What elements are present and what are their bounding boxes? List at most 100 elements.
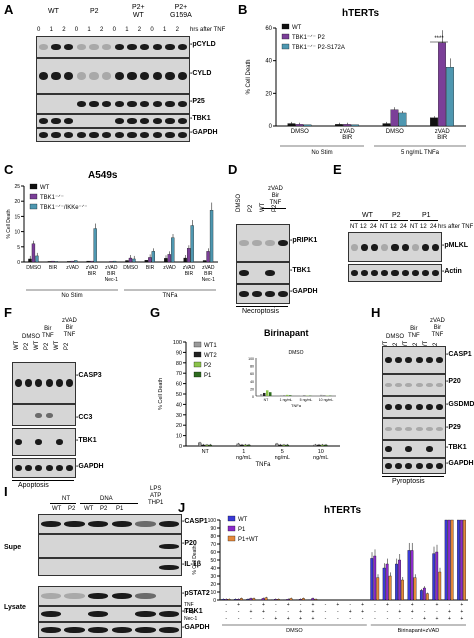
- condition-sign: +: [287, 602, 290, 608]
- band: [381, 243, 389, 251]
- side-label: Supe: [4, 544, 22, 551]
- blot-strip: [382, 418, 446, 440]
- side-label: Lysate: [4, 604, 26, 611]
- x-tick-label: DMSO: [291, 129, 309, 135]
- band: [384, 357, 392, 363]
- group-line: [380, 220, 408, 221]
- y-tick-label: 50: [210, 558, 216, 564]
- bar: [388, 575, 392, 601]
- blot-strip: [382, 396, 446, 418]
- y-tick-label: 60: [210, 550, 216, 556]
- condition-sign: -: [436, 609, 438, 615]
- condition-sign: +: [312, 602, 315, 608]
- lane-label: WT: [84, 506, 94, 512]
- y-tick-label: 40: [176, 402, 182, 408]
- panel-letter-d: D: [228, 162, 238, 177]
- band: [238, 270, 249, 276]
- bar: [335, 124, 343, 127]
- bar: [112, 260, 117, 263]
- group-label: Birinapant+zVAD: [398, 628, 440, 634]
- band: [87, 521, 109, 527]
- band: [114, 118, 125, 124]
- panel-letter-e: E: [333, 162, 342, 177]
- x-tick-label: zVAD: [66, 265, 79, 271]
- treatment-label: Bir TNF: [42, 326, 54, 339]
- bar: [209, 210, 214, 263]
- y-tick-label: 90: [176, 350, 182, 356]
- bar: [298, 599, 302, 601]
- band: [405, 427, 413, 431]
- band: [436, 357, 444, 363]
- bar: [401, 579, 404, 601]
- bar: [74, 260, 78, 263]
- band: [38, 132, 49, 138]
- bar: [463, 519, 466, 601]
- condition-sign: +: [436, 602, 439, 608]
- band: [177, 118, 188, 124]
- band: [63, 44, 74, 50]
- inset-y-tick-label: 100: [248, 357, 254, 361]
- time-row: 0 1 2 0 1 2 0 1 2 0 1 2: [36, 27, 224, 35]
- lane-label: P2: [248, 204, 254, 212]
- band: [66, 465, 74, 471]
- time-tick: 1: [49, 27, 53, 33]
- group-label: P2: [392, 212, 401, 219]
- y-tick-label: 40: [265, 59, 272, 65]
- bar: [376, 577, 380, 601]
- band: [238, 291, 249, 297]
- treatment-label: NT: [62, 496, 70, 502]
- inset-title: DMSO: [289, 350, 304, 356]
- inset-y-tick-label: 0: [252, 395, 254, 399]
- panel-letter-b: B: [238, 2, 248, 17]
- band-label: -CC3: [76, 414, 93, 421]
- inset-x-tick-label: NT: [264, 398, 270, 402]
- legend-swatch: [281, 43, 290, 50]
- band: [165, 132, 175, 138]
- blot-strip: [348, 232, 442, 262]
- band-label: -pSTAT2: [182, 590, 210, 597]
- lane-label: P2: [272, 204, 278, 212]
- group-label: P2+ WT: [132, 4, 145, 19]
- band: [152, 101, 163, 107]
- bar: [125, 260, 129, 263]
- caption-line: [236, 306, 288, 307]
- y-tick-label: 25: [14, 184, 20, 190]
- bar: [295, 124, 304, 127]
- bar: [148, 257, 152, 263]
- band: [432, 270, 440, 276]
- band: [114, 101, 125, 107]
- bar: [240, 444, 244, 447]
- band-label: -CASP3: [76, 372, 102, 379]
- panel-letter-c: C: [4, 162, 14, 177]
- band: [87, 593, 109, 599]
- legend-swatch: [227, 525, 236, 532]
- band: [24, 379, 33, 387]
- y-axis-label: % Cell Death: [6, 209, 12, 238]
- y-tick-label: 60: [176, 382, 182, 388]
- band: [432, 243, 440, 251]
- legend-label: WT2: [204, 353, 217, 359]
- band-label: -Actin: [442, 268, 462, 275]
- band: [89, 44, 99, 50]
- legend-label: TBK1⁻ᐟ⁻ P2-S172A: [292, 44, 345, 51]
- panel-a-header: WT P2 P2+ WT P2+ G159A: [36, 4, 224, 24]
- band: [277, 240, 288, 246]
- chart-j: 0 10 20 30 40 50 60 70 80 90 100 % Cell Death WT P1 P1…: [184, 515, 468, 634]
- band: [111, 593, 133, 599]
- condition-sign: +: [237, 602, 240, 608]
- band: [425, 446, 434, 452]
- inset-bar: [289, 395, 292, 396]
- band: [264, 291, 275, 297]
- band: [111, 521, 133, 527]
- panel-letter-i: I: [4, 484, 8, 499]
- band: [127, 44, 137, 50]
- treatment-label: zVAD Bir TNF: [268, 186, 283, 206]
- x-tick-label: NT: [202, 449, 210, 455]
- band-label: -GAPDH: [76, 463, 104, 470]
- band: [101, 101, 112, 107]
- y-tick-label: 10: [176, 434, 182, 440]
- condition-sign: -: [424, 602, 426, 608]
- band: [177, 132, 188, 138]
- condition-label: Nec-1: [184, 616, 198, 622]
- band: [384, 427, 392, 431]
